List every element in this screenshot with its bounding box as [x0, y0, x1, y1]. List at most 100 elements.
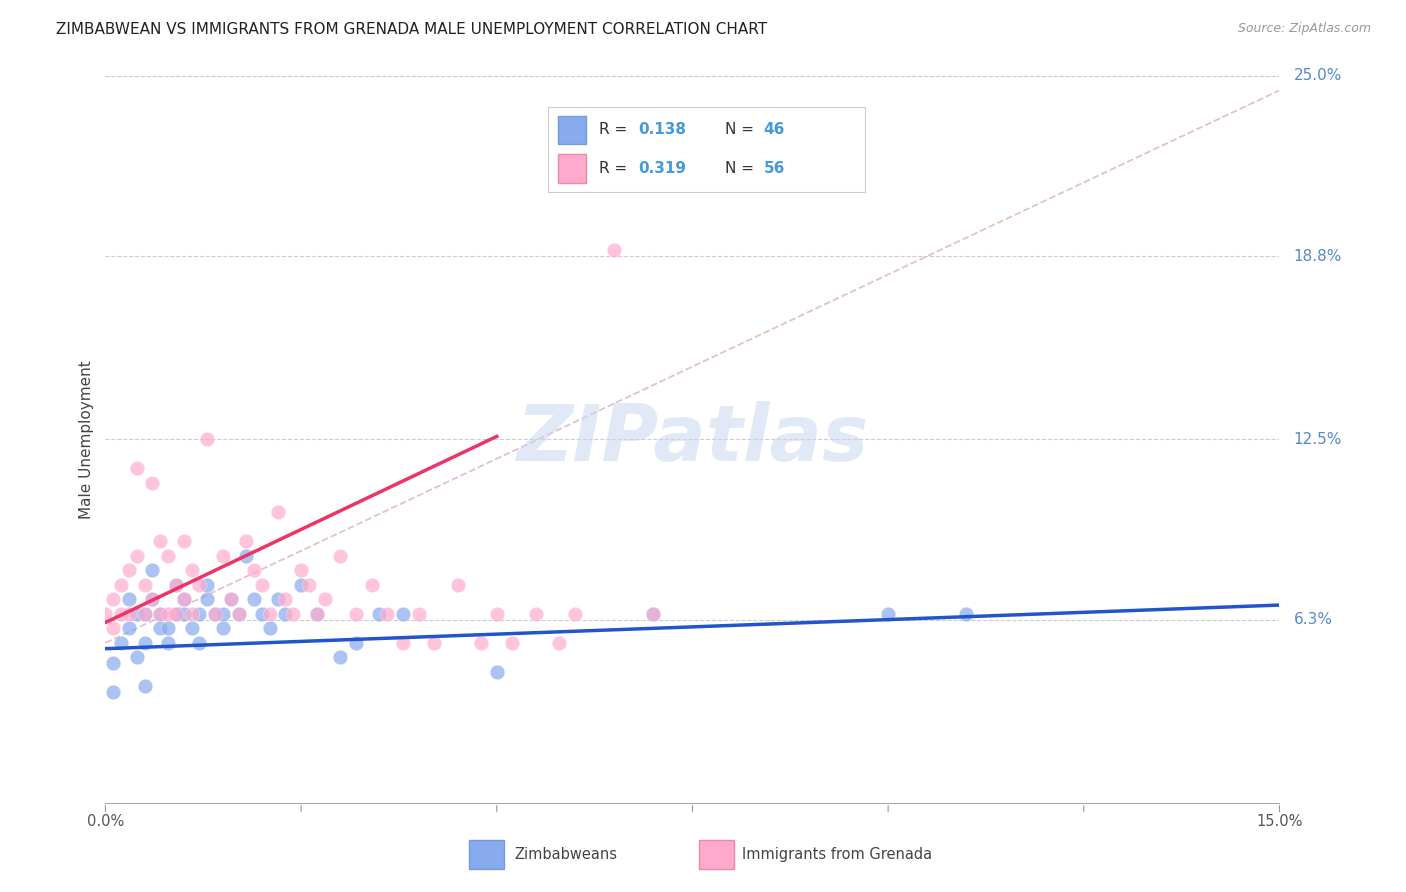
Point — [290, 578, 312, 592]
Point — [103, 657, 125, 671]
Text: R =: R = — [599, 161, 633, 177]
Point — [485, 665, 508, 679]
Text: R =: R = — [599, 122, 633, 137]
Point — [235, 534, 257, 549]
Point — [134, 578, 156, 592]
Point — [204, 607, 226, 621]
Point — [368, 607, 391, 621]
Point — [103, 685, 125, 699]
Point — [180, 607, 202, 621]
Point — [134, 607, 156, 621]
Point — [219, 592, 242, 607]
Point — [211, 607, 233, 621]
Text: 25.0%: 25.0% — [1294, 69, 1341, 83]
Point — [188, 578, 211, 592]
Point — [157, 607, 180, 621]
Text: 18.8%: 18.8% — [1294, 249, 1341, 264]
Point — [157, 621, 180, 635]
Point — [259, 621, 281, 635]
Point — [103, 592, 125, 607]
Point — [110, 636, 132, 650]
Point — [149, 534, 172, 549]
FancyBboxPatch shape — [558, 115, 586, 145]
Point — [180, 563, 202, 577]
Point — [173, 534, 195, 549]
Point — [392, 636, 415, 650]
Point — [204, 607, 226, 621]
Point — [118, 621, 141, 635]
Point — [141, 563, 163, 577]
Point — [485, 607, 508, 621]
Point — [564, 607, 586, 621]
Text: ZIPatlas: ZIPatlas — [516, 401, 869, 477]
Point — [266, 592, 288, 607]
Point — [266, 505, 288, 519]
Point — [173, 607, 195, 621]
Point — [149, 607, 172, 621]
Point — [125, 549, 148, 563]
Point — [274, 607, 297, 621]
Point — [110, 578, 132, 592]
Point — [188, 636, 211, 650]
Text: 0.319: 0.319 — [638, 161, 686, 177]
Point — [314, 592, 336, 607]
Point — [235, 549, 257, 563]
Point — [423, 636, 446, 650]
Point — [125, 607, 148, 621]
Point — [195, 592, 218, 607]
Point — [360, 578, 382, 592]
Point — [118, 607, 141, 621]
Point — [446, 578, 468, 592]
Point — [344, 607, 367, 621]
Point — [195, 433, 218, 447]
Point — [392, 607, 415, 621]
Point — [305, 607, 328, 621]
Point — [228, 607, 250, 621]
Point — [134, 636, 156, 650]
Point — [329, 549, 352, 563]
Point — [211, 621, 233, 635]
Point — [173, 592, 195, 607]
Text: Source: ZipAtlas.com: Source: ZipAtlas.com — [1237, 22, 1371, 36]
FancyBboxPatch shape — [558, 154, 586, 183]
Point — [603, 244, 626, 258]
Text: 15.0%: 15.0% — [1257, 814, 1302, 830]
Point — [250, 607, 273, 621]
Point — [290, 563, 312, 577]
Point — [305, 607, 328, 621]
Text: 6.3%: 6.3% — [1294, 612, 1333, 627]
Point — [243, 563, 266, 577]
Point — [94, 607, 117, 621]
Point — [125, 461, 148, 475]
Text: Immigrants from Grenada: Immigrants from Grenada — [742, 847, 932, 862]
Point — [955, 607, 977, 621]
Point — [524, 607, 547, 621]
Point — [141, 592, 163, 607]
Text: N =: N = — [725, 161, 759, 177]
Point — [298, 578, 321, 592]
Point — [877, 607, 900, 621]
Point — [165, 607, 187, 621]
Point — [103, 621, 125, 635]
Point — [408, 607, 430, 621]
Point — [118, 592, 141, 607]
Point — [157, 549, 180, 563]
Point — [141, 592, 163, 607]
FancyBboxPatch shape — [470, 840, 505, 869]
Point — [173, 592, 195, 607]
Point — [188, 607, 211, 621]
Point — [149, 621, 172, 635]
Text: ZIMBABWEAN VS IMMIGRANTS FROM GRENADA MALE UNEMPLOYMENT CORRELATION CHART: ZIMBABWEAN VS IMMIGRANTS FROM GRENADA MA… — [56, 22, 768, 37]
Y-axis label: Male Unemployment: Male Unemployment — [79, 360, 94, 518]
Text: 12.5%: 12.5% — [1294, 432, 1341, 447]
Point — [125, 650, 148, 665]
Point — [243, 592, 266, 607]
Point — [110, 607, 132, 621]
Point — [134, 680, 156, 694]
Point — [165, 607, 187, 621]
Text: N =: N = — [725, 122, 759, 137]
Point — [134, 607, 156, 621]
Point — [211, 549, 233, 563]
Point — [157, 636, 180, 650]
Point — [259, 607, 281, 621]
